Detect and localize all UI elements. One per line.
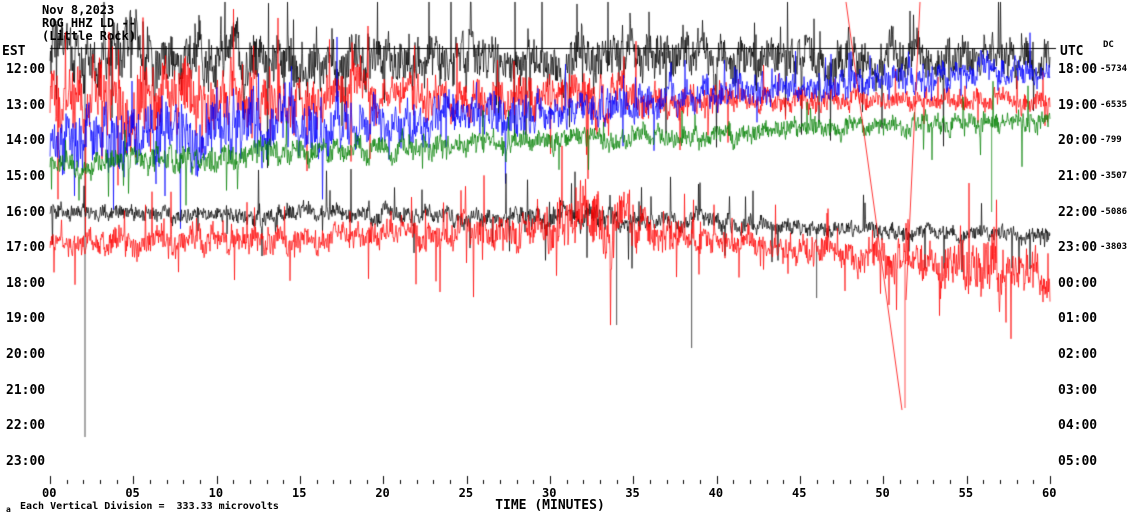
dc-offset-value: -3803 <box>1100 242 1128 253</box>
x-tick-label: 00 <box>42 486 57 500</box>
utc-time-label: 22:00 <box>1058 204 1098 220</box>
est-time-label: 20:00 <box>6 347 46 363</box>
est-time-label: 14:00 <box>6 133 46 149</box>
est-time-label: 12:00 <box>6 62 46 77</box>
dc-offset-value: -3507 <box>1100 170 1128 181</box>
dc-offset-value: -6535 <box>1100 99 1128 110</box>
utc-time-label: 05:00 <box>1058 454 1098 470</box>
est-time-label: 18:00 <box>6 275 46 291</box>
x-tick-label: 55 <box>958 486 974 500</box>
est-time-label: 23:00 <box>6 454 46 470</box>
header-station-id: ROG HHZ LD -- <box>42 16 136 30</box>
est-time-label: 13:00 <box>6 97 46 113</box>
x-tick-label: 60 <box>1042 486 1057 500</box>
dc-column-title: DC <box>1103 40 1114 50</box>
left-axis-title-est: EST <box>2 44 26 59</box>
x-tick-label: 05 <box>125 486 140 500</box>
x-tick-label: 15 <box>292 486 307 500</box>
utc-time-label: 20:00 <box>1058 133 1098 149</box>
x-tick-label: 40 <box>708 486 724 500</box>
utc-time-label: 21:00 <box>1058 168 1098 184</box>
est-time-label: 21:00 <box>6 382 46 398</box>
utc-time-label: 00:00 <box>1058 275 1098 291</box>
footnote-marker: a <box>6 505 11 514</box>
dc-offset-value: -799 <box>1100 135 1122 146</box>
utc-time-label: 19:00 <box>1058 97 1098 113</box>
est-time-label: 17:00 <box>6 240 46 256</box>
utc-time-label: 04:00 <box>1058 418 1098 434</box>
dc-offset-value: -5086 <box>1100 206 1128 217</box>
est-time-label: 15:00 <box>6 168 46 184</box>
x-tick-label: 50 <box>875 486 890 500</box>
header-date: Nov 8,2023 <box>42 3 115 17</box>
x-tick-label: 10 <box>208 486 224 500</box>
x-tick-label: 35 <box>625 486 640 500</box>
dc-offset-value: -5734 <box>1100 64 1128 74</box>
est-time-label: 22:00 <box>6 418 46 434</box>
right-axis-title-utc: UTC <box>1060 44 1084 59</box>
utc-time-label: 01:00 <box>1058 311 1098 327</box>
utc-time-label: 02:00 <box>1058 347 1098 363</box>
est-time-label: 19:00 <box>6 311 46 327</box>
est-time-label: 16:00 <box>6 204 46 220</box>
x-tick-label: 45 <box>792 486 807 500</box>
utc-time-label: 03:00 <box>1058 382 1098 398</box>
utc-time-label: 23:00 <box>1058 240 1098 256</box>
utc-time-label: 18:00 <box>1058 62 1098 77</box>
header-station-location: (Little Rock) <box>42 29 136 43</box>
x-tick-label: 25 <box>458 486 474 500</box>
x-tick-label: 20 <box>375 486 390 500</box>
vertical-division-footnote: Each Vertical Division = 333.33 microvol… <box>20 501 279 512</box>
